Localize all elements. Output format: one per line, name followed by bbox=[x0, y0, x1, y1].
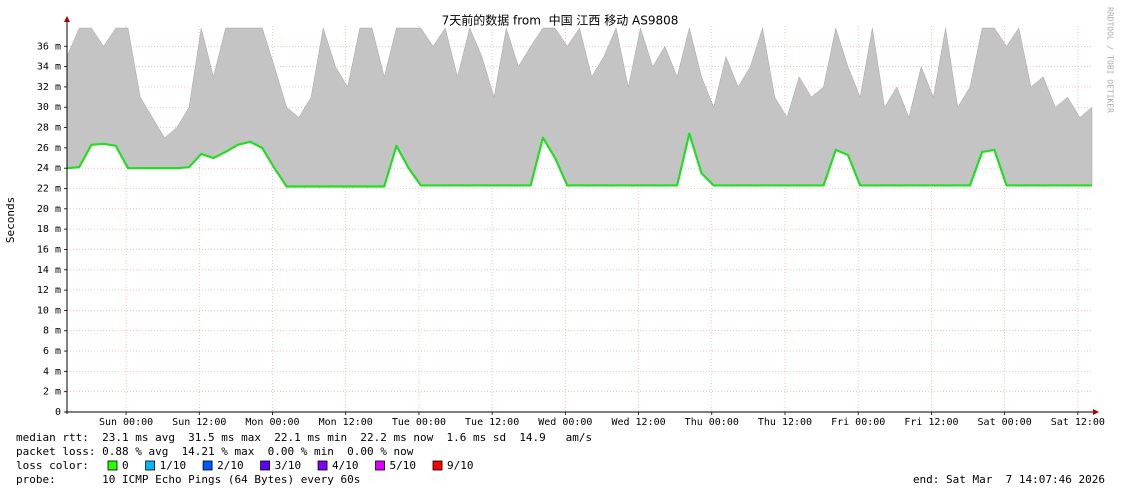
y-tick-label: 26 m bbox=[37, 143, 61, 154]
legend-label: 9/10 bbox=[447, 459, 474, 472]
legend-swatch bbox=[260, 460, 270, 471]
x-tick-label: Fri 00:00 bbox=[831, 417, 885, 428]
legend-swatch bbox=[317, 460, 328, 471]
packet-loss: packet loss: 0.88 % avg 14.21 % max 0.00… bbox=[16, 445, 414, 458]
legend-label: 4/10 bbox=[332, 459, 359, 472]
y-tick-label: 30 m bbox=[37, 102, 61, 113]
legend-swatch bbox=[107, 460, 118, 471]
legend-swatch bbox=[202, 460, 213, 471]
legend-label: 2/10 bbox=[217, 459, 244, 472]
median-line bbox=[66, 132, 1092, 188]
legend-swatch bbox=[375, 460, 385, 471]
x-tick-label: Wed 12:00 bbox=[611, 417, 665, 428]
x-tick-label: Tue 00:00 bbox=[392, 417, 446, 428]
legend-label: 1/10 bbox=[160, 459, 187, 472]
x-tick-label: Sat 12:00 bbox=[1051, 417, 1105, 428]
y-tick-label: 18 m bbox=[37, 224, 61, 235]
y-axis-arrow bbox=[64, 16, 70, 22]
y-tick-label: 34 m bbox=[37, 62, 61, 73]
x-tick-label: Sat 00:00 bbox=[978, 417, 1032, 428]
x-tick-label: Wed 00:00 bbox=[538, 417, 592, 428]
legend-label: 3/10 bbox=[275, 459, 302, 472]
y-tick-label: 6 m bbox=[43, 346, 61, 357]
y-tick-label: 32 m bbox=[37, 82, 61, 93]
y-tick-label: 36 m bbox=[37, 41, 61, 52]
y-tick-label: 12 m bbox=[37, 285, 61, 296]
y-tick-label: 4 m bbox=[43, 366, 61, 377]
x-tick-label: Sun 00:00 bbox=[99, 417, 153, 428]
legend-swatch bbox=[432, 460, 443, 471]
x-tick-label: Thu 00:00 bbox=[685, 417, 739, 428]
y-tick-label: 22 m bbox=[37, 184, 61, 195]
y-tick-label: 0 bbox=[55, 407, 61, 418]
y-tick-label: 14 m bbox=[37, 265, 61, 276]
x-tick-label: Mon 00:00 bbox=[245, 417, 299, 428]
x-tick-label: Mon 12:00 bbox=[319, 417, 373, 428]
y-tick-label: 8 m bbox=[43, 326, 61, 337]
y-tick-label: 16 m bbox=[37, 244, 61, 255]
x-tick-label: Thu 12:00 bbox=[758, 417, 812, 428]
y-tick-label: 2 m bbox=[43, 387, 61, 398]
x-axis-arrow bbox=[1093, 409, 1099, 415]
loss-color-label: loss color: bbox=[16, 459, 89, 472]
watermark: RRDTOOL / TOBI OETIKER bbox=[1106, 7, 1115, 113]
y-tick-label: 10 m bbox=[37, 305, 61, 316]
legend-swatch bbox=[145, 460, 156, 471]
median-rtt: median rtt: 23.1 ms avg 31.5 ms max 22.1… bbox=[16, 431, 592, 444]
y-tick-label: 28 m bbox=[37, 123, 61, 134]
x-tick-label: Fri 12:00 bbox=[904, 417, 958, 428]
end-time: end: Sat Mar 7 14:07:46 2026 bbox=[913, 473, 1105, 486]
x-tick-label: Sun 12:00 bbox=[172, 417, 226, 428]
probe: probe: 10 ICMP Echo Pings (64 Bytes) eve… bbox=[16, 473, 360, 486]
legend-label: 0 bbox=[122, 459, 129, 472]
y-tick-label: 24 m bbox=[37, 163, 61, 174]
chart-title: 7天前的数据 from 中国 江西 移动 AS9808 bbox=[442, 13, 679, 28]
legend-label: 5/10 bbox=[390, 459, 417, 472]
y-axis-label: Seconds bbox=[4, 197, 17, 243]
y-tick-label: 20 m bbox=[37, 204, 61, 215]
x-tick-label: Tue 12:00 bbox=[465, 417, 519, 428]
